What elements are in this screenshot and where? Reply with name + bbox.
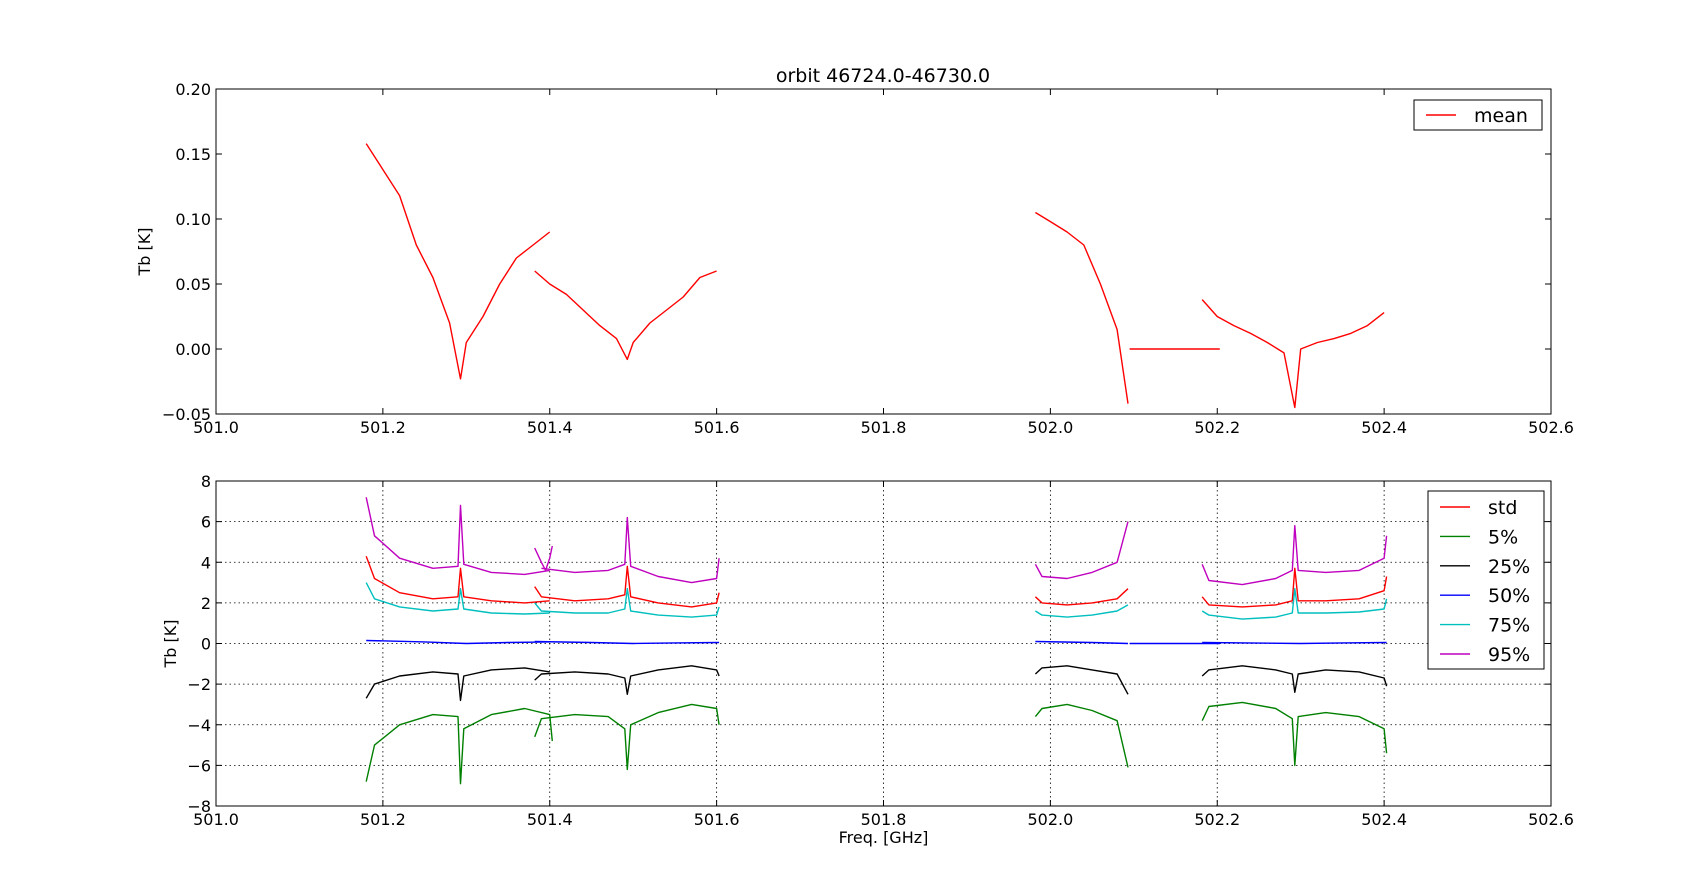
legend-label-50pct: 50% [1488, 585, 1530, 607]
pct-series-50pct-line [534, 640, 720, 645]
pct-series-5pct-line [534, 703, 720, 771]
legend-label-std: std [1488, 497, 1517, 519]
mean-xtick-label: 502.4 [1361, 418, 1407, 437]
pct-xtick-label: 501.2 [360, 810, 406, 829]
pct-series-95pct-line [1201, 525, 1388, 586]
pct-series-std-line [1201, 567, 1388, 608]
pct-xtick-label: 501.4 [527, 810, 573, 829]
legend-label-mean: mean [1474, 105, 1528, 127]
pct-ytick-label: −2 [187, 675, 211, 694]
pct-xtick-label: 502.2 [1194, 810, 1240, 829]
mean-xtick-label: 501.4 [527, 418, 573, 437]
pct-series-50pct-line [1202, 641, 1387, 645]
mean-series-mean-line [534, 270, 717, 361]
pct-ytick-label: 0 [201, 635, 211, 654]
mean-xtick-label: 501.0 [193, 418, 239, 437]
mean-xtick-label: 501.6 [694, 418, 740, 437]
pct-series-75pct-line [1201, 588, 1388, 620]
pct-series-5pct-line [365, 707, 553, 785]
pct-series-95pct-line [1034, 521, 1129, 580]
pct-ytick-label: 8 [201, 472, 211, 491]
pct-series-95pct-line [534, 545, 553, 572]
pct-ytick-label: −8 [187, 797, 211, 816]
pct-ytick-label: 4 [201, 553, 211, 572]
pct-legend-box [1427, 490, 1545, 670]
pct-xtick-label: 501.8 [861, 810, 907, 829]
percentile-panel: 501.0 501.2 501.4 501.6 501.8 502.0 502.2 502.4… [161, 472, 1574, 847]
pct-series-75pct-line [1035, 604, 1129, 618]
mean-series-mean-line [1201, 299, 1385, 409]
pct-xtick-label: 502.4 [1361, 810, 1407, 829]
mean-xtick-label: 501.2 [360, 418, 406, 437]
legend-label-75pct: 75% [1488, 615, 1530, 637]
mean-legend: mean [1413, 99, 1543, 131]
pct-series-50pct-line [1035, 640, 1129, 645]
pct-xtick-label: 502.6 [1528, 810, 1574, 829]
mean-xtick-label: 502.2 [1194, 418, 1240, 437]
mean-ytick-label: 0.20 [175, 80, 211, 99]
mean-axes-frame [215, 88, 1552, 415]
mean-xtick-label: 502.0 [1027, 418, 1073, 437]
legend-label-95pct: 95% [1488, 644, 1530, 666]
mean-ytick-label: 0.10 [175, 210, 211, 229]
mean-ylabel: Tb [K] [135, 228, 154, 277]
mean-ytick-label: 0.00 [175, 340, 211, 359]
pct-legend: std 5% 25% 50% 75% 95% [1427, 490, 1545, 670]
mean-xtick-label: 501.8 [861, 418, 907, 437]
pct-series-5pct-line [1201, 701, 1388, 767]
mean-xtick-label: 502.6 [1528, 418, 1574, 437]
pct-ytick-label: 6 [201, 513, 211, 532]
pct-series-std-line [365, 555, 550, 604]
mean-ytick-label: −0.05 [162, 405, 211, 424]
pct-xlabel: Freq. [GHz] [839, 828, 929, 847]
pct-series-25pct-line [1034, 665, 1129, 695]
pct-series-std-line [534, 565, 720, 608]
pct-series-std-line [1034, 588, 1129, 606]
legend-label-25pct: 25% [1488, 556, 1530, 578]
pct-xtick-label: 502.0 [1027, 810, 1073, 829]
pct-series-75pct-line [534, 588, 720, 618]
pct-series-25pct-line [534, 665, 720, 695]
mean-series-mean-line [365, 143, 551, 380]
mean-ytick-label: 0.05 [175, 275, 211, 294]
pct-series-25pct-line [365, 667, 550, 702]
mean-series-mean-line [1035, 211, 1129, 404]
pct-ytick-label: −6 [187, 756, 211, 775]
pct-series-75pct-line [365, 582, 550, 615]
figure-title: orbit 46724.0-46730.0 [776, 65, 990, 87]
pct-ytick-label: −4 [187, 716, 211, 735]
legend-label-5pct: 5% [1488, 526, 1518, 548]
pct-xtick-label: 501.6 [694, 810, 740, 829]
pct-ylabel: Tb [K] [161, 620, 180, 669]
pct-ytick-label: 2 [201, 594, 211, 613]
mean-ytick-label: 0.15 [175, 145, 211, 164]
mean-panel: 501.0 501.2 501.4 501.6 501.8 502.0 502.2 502.4… [135, 80, 1574, 437]
pct-series-5pct-line [1034, 703, 1129, 768]
pct-xtick-label: 501.0 [193, 810, 239, 829]
pct-series-50pct-line [366, 639, 550, 645]
pct-series-95pct-line [541, 516, 720, 584]
pct-series-95pct-line [365, 497, 550, 576]
pct-series-25pct-line [1201, 665, 1388, 693]
